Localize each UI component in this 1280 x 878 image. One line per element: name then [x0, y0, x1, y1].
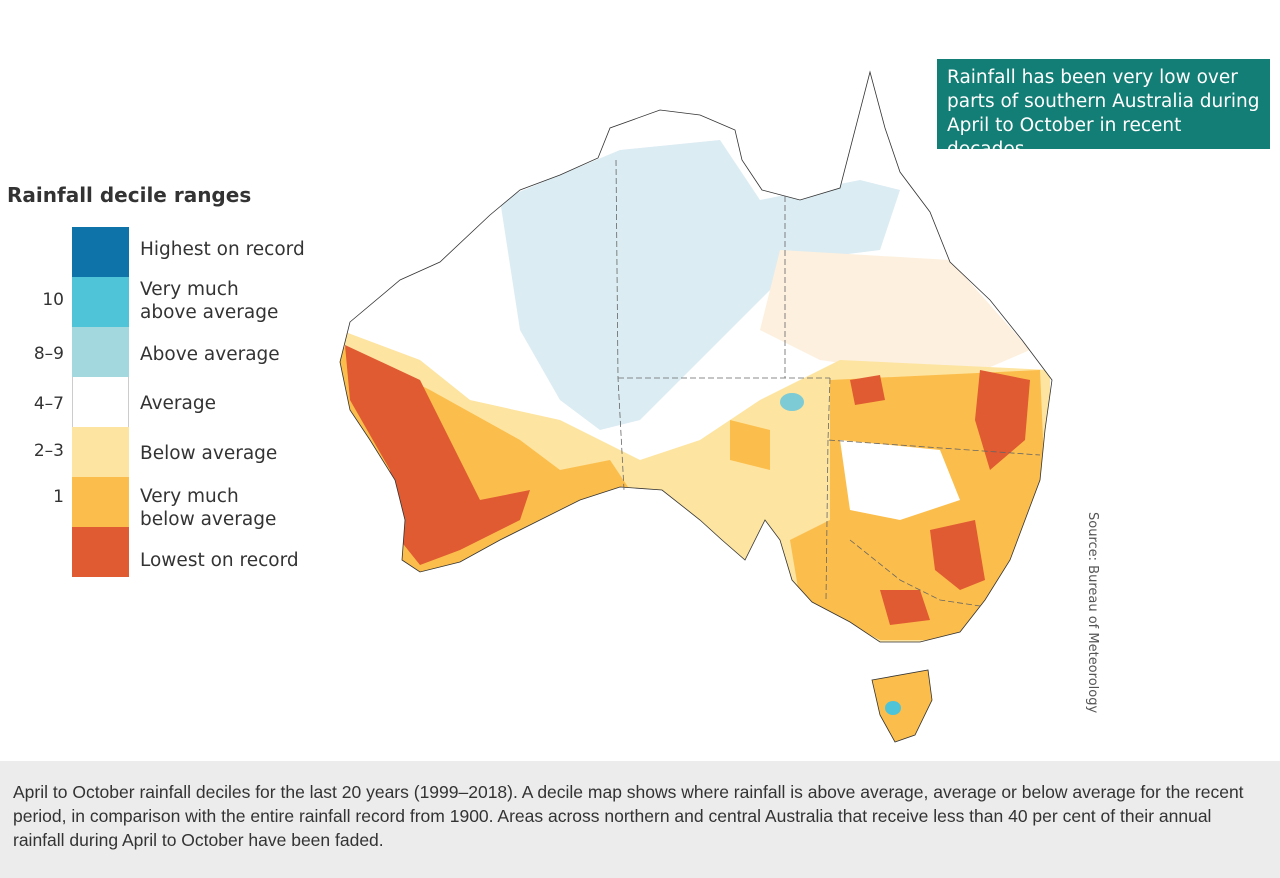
- swatch-above: [72, 327, 129, 377]
- swatch-very-much-below: [72, 477, 129, 527]
- tasmania: [871, 669, 933, 743]
- legend-label-very-much-above: Very much above average: [140, 279, 279, 323]
- swatch-below: [72, 427, 129, 477]
- legend-label-above: Above average: [140, 344, 280, 365]
- swatch-very-much-above: [72, 277, 129, 327]
- swatch-lowest: [72, 527, 129, 577]
- legend-label-very-much-below: Very much below average: [140, 486, 277, 530]
- legend-title: Rainfall decile ranges: [7, 183, 252, 207]
- very-much-below-average: [340, 345, 1050, 640]
- legend-label-highest: Highest on record: [140, 239, 305, 260]
- callout-box: Rainfall has been very low over parts of…: [937, 59, 1270, 160]
- decile-2-3: 2–3: [33, 441, 64, 461]
- faded-above-average-north: [500, 140, 900, 430]
- tasmania-above-average: [885, 701, 901, 715]
- faded-below-average-east: [760, 250, 1030, 380]
- state-borders: [615, 159, 1041, 607]
- australia-rainfall-map: [339, 71, 1053, 743]
- swatch-average: [72, 377, 129, 427]
- decile-4-7: 4–7: [33, 394, 64, 414]
- swatch-highest: [72, 227, 129, 277]
- average-inland-se: [840, 440, 960, 520]
- decile-1: 1: [53, 487, 64, 507]
- source-credit: Source: Bureau of Meteorology: [1085, 512, 1100, 714]
- above-average-patch: [780, 393, 804, 411]
- decile-10: 10: [42, 290, 64, 310]
- legend-label-lowest: Lowest on record: [140, 550, 299, 571]
- legend-label-average: Average: [140, 393, 216, 414]
- decile-8-9: 8–9: [33, 344, 64, 364]
- caption: April to October rainfall deciles for th…: [0, 761, 1280, 878]
- legend-label-below: Below average: [140, 443, 278, 464]
